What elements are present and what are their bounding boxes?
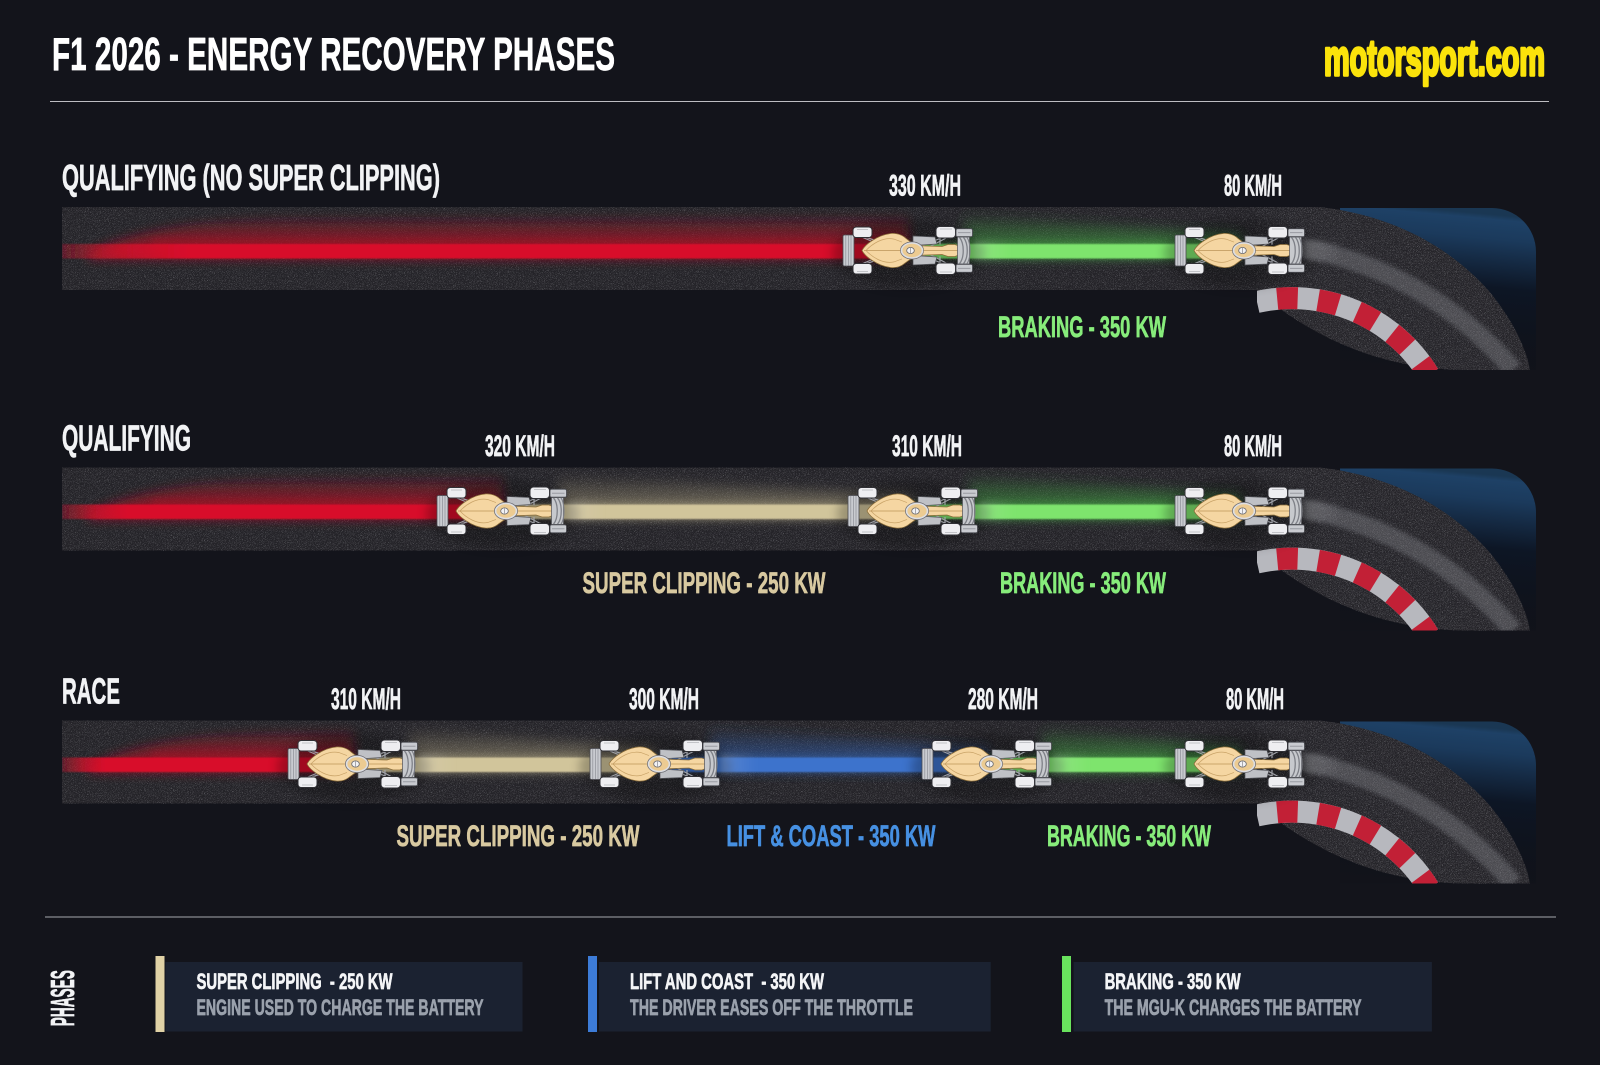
svg-text:QUALIFYING: QUALIFYING <box>62 418 191 459</box>
svg-text:LIFT AND COAST - 350 KW: LIFT AND COAST - 350 KW <box>630 969 825 994</box>
svg-text:310 KM/H: 310 KM/H <box>892 430 962 463</box>
svg-text:F1 2026 - ENERGY RECOVERY PHAS: F1 2026 - ENERGY RECOVERY PHASES <box>52 28 615 80</box>
svg-text:THE MGU-K CHARGES THE BATTERY: THE MGU-K CHARGES THE BATTERY <box>1105 995 1362 1020</box>
svg-text:BRAKING - 350 KW: BRAKING - 350 KW <box>998 311 1166 344</box>
svg-text:PHASES: PHASES <box>44 970 81 1026</box>
svg-text:LIFT & COAST - 350 KW: LIFT & COAST - 350 KW <box>727 820 936 853</box>
svg-text:80 KM/H: 80 KM/H <box>1226 683 1284 716</box>
svg-text:280 KM/H: 280 KM/H <box>968 683 1038 716</box>
svg-text:320 KM/H: 320 KM/H <box>485 430 555 463</box>
svg-text:BRAKING - 350 KW: BRAKING - 350 KW <box>1000 567 1166 600</box>
svg-text:310 KM/H: 310 KM/H <box>331 683 401 716</box>
svg-text:THE DRIVER EASES OFF THE THROT: THE DRIVER EASES OFF THE THROTTLE <box>630 995 913 1020</box>
svg-text:RACE: RACE <box>62 671 120 712</box>
svg-text:SUPER CLIPPING - 250 KW: SUPER CLIPPING - 250 KW <box>583 567 826 600</box>
svg-text:BRAKING - 350 KW: BRAKING - 350 KW <box>1105 969 1241 994</box>
svg-text:330 KM/H: 330 KM/H <box>889 170 961 203</box>
svg-text:ENGINE USED TO CHARGE THE BATT: ENGINE USED TO CHARGE THE BATTERY <box>197 995 484 1020</box>
svg-text:SUPER CLIPPING - 250 KW: SUPER CLIPPING - 250 KW <box>397 820 640 853</box>
svg-text:motorsport.com: motorsport.com <box>1324 30 1545 86</box>
svg-text:SUPER CLIPPING - 250 KW: SUPER CLIPPING - 250 KW <box>197 969 393 994</box>
svg-text:BRAKING - 350 KW: BRAKING - 350 KW <box>1047 820 1211 853</box>
svg-text:QUALIFYING (NO SUPER CLIPPING): QUALIFYING (NO SUPER CLIPPING) <box>62 157 440 198</box>
svg-text:80 KM/H: 80 KM/H <box>1224 170 1282 203</box>
svg-text:300 KM/H: 300 KM/H <box>629 683 699 716</box>
svg-text:80 KM/H: 80 KM/H <box>1224 430 1282 463</box>
